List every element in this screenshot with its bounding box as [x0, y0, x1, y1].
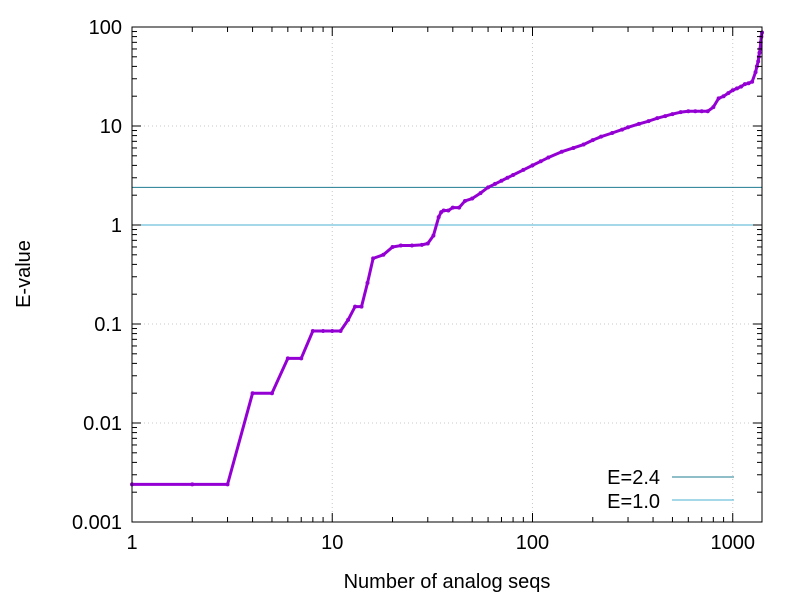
y-tick-label: 100: [89, 17, 122, 39]
data-point: [610, 130, 615, 135]
data-point: [530, 163, 535, 168]
data-point: [742, 82, 747, 87]
series-line: [130, 31, 764, 486]
series-area: [130, 30, 764, 487]
data-point: [571, 145, 576, 150]
axis-ticks: [131, 26, 762, 523]
y-tick-label: 10: [100, 116, 122, 138]
data-point: [446, 208, 451, 213]
data-point: [711, 105, 716, 110]
data-point: [726, 91, 731, 96]
data-point: [499, 178, 504, 183]
data-point: [620, 127, 625, 132]
data-point: [299, 356, 304, 361]
data-point: [721, 94, 726, 99]
data-point: [365, 280, 370, 285]
plot-frame: [131, 26, 763, 523]
y-tick-labels: 0.001 0.01 0.1 1 10 100: [72, 17, 122, 534]
data-point: [371, 256, 376, 261]
data-point: [338, 328, 343, 333]
data-point: [739, 84, 744, 89]
data-point: [693, 109, 698, 114]
data-point: [505, 175, 510, 180]
data-point: [646, 119, 651, 124]
data-point: [686, 109, 691, 114]
data-point: [190, 482, 195, 487]
data-point: [419, 242, 424, 247]
y-axis-title: E-value: [13, 240, 35, 308]
data-point: [734, 86, 739, 91]
data-point: [478, 191, 483, 196]
data-point: [431, 233, 436, 238]
data-point: [390, 244, 395, 249]
y-tick-label: 0.001: [72, 512, 122, 534]
data-point: [756, 59, 761, 64]
data-point: [757, 50, 762, 55]
data-point: [250, 391, 255, 396]
data-point: [538, 159, 543, 164]
data-point: [750, 79, 755, 84]
x-tick-label: 100: [516, 532, 549, 554]
x-tick-label: 1000: [710, 532, 755, 554]
y-tick-label: 0.01: [83, 413, 122, 435]
x-tick-labels: 1 10 100 1000: [126, 532, 755, 554]
data-point: [753, 70, 758, 75]
data-point: [425, 241, 430, 246]
data-point: [353, 304, 358, 309]
data-point: [330, 328, 335, 333]
legend-label-e10: E=1.0: [607, 491, 660, 513]
data-point: [285, 356, 290, 361]
data-point: [730, 88, 735, 93]
threshold-lines: [132, 186, 762, 226]
data-point: [409, 243, 414, 248]
x-tick-label: 10: [321, 532, 343, 554]
data-point: [590, 138, 595, 143]
data-point: [521, 167, 526, 172]
data-point: [450, 205, 455, 210]
legend: E=2.4 E=1.0: [607, 467, 734, 513]
data-point: [462, 198, 467, 203]
data-point: [310, 328, 315, 333]
x-tick-label: 1: [126, 532, 137, 554]
data-point: [441, 208, 446, 213]
data-point: [269, 391, 274, 396]
data-point: [321, 328, 326, 333]
data-point: [599, 134, 604, 139]
data-point: [359, 304, 364, 309]
data-point: [470, 196, 475, 201]
data-point: [670, 112, 675, 117]
y-tick-label: 0.1: [94, 314, 122, 336]
data-point: [705, 109, 710, 114]
data-point: [716, 96, 721, 101]
data-point: [636, 121, 641, 126]
data-point: [546, 155, 551, 160]
data-point: [699, 109, 704, 114]
data-point: [436, 215, 441, 220]
data-point: [398, 243, 403, 248]
y-tick-label: 1: [111, 215, 122, 237]
data-point: [678, 110, 683, 115]
data-point: [511, 172, 516, 177]
data-point: [346, 317, 351, 322]
data-point: [663, 114, 668, 119]
data-point: [381, 252, 386, 257]
data-point: [655, 116, 660, 121]
data-point: [559, 149, 564, 154]
grid: [132, 27, 762, 522]
data-point: [754, 64, 759, 69]
data-point: [493, 181, 498, 186]
legend-label-e24: E=2.4: [607, 467, 660, 489]
data-point: [581, 142, 586, 147]
data-point: [457, 205, 462, 210]
data-point: [746, 81, 751, 86]
data-point: [486, 185, 491, 190]
data-point: [225, 482, 230, 487]
data-point: [626, 125, 631, 130]
x-axis-title: Number of analog seqs: [344, 571, 551, 593]
